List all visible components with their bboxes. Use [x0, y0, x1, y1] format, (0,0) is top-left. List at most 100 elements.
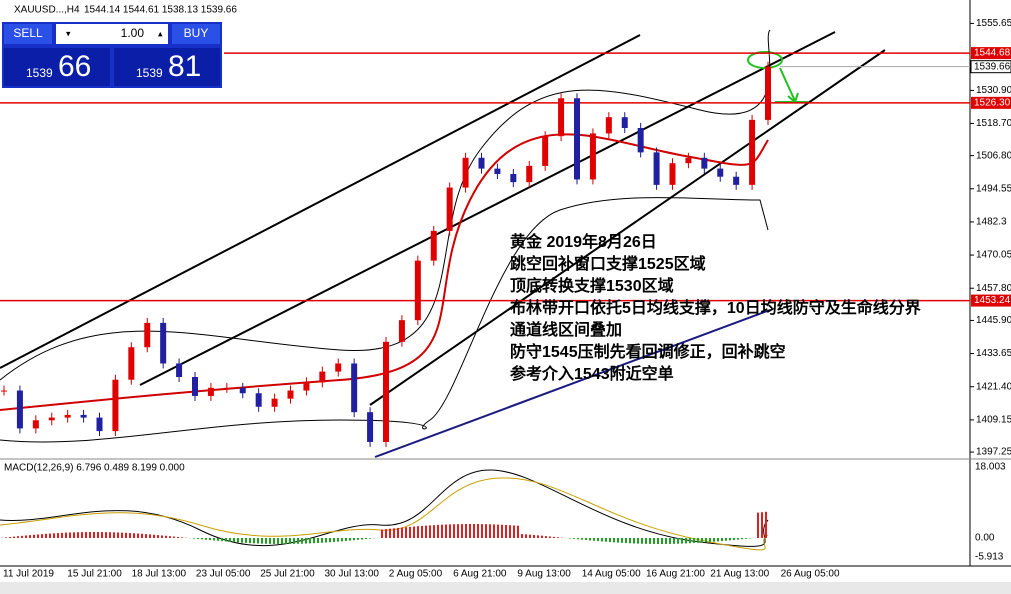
level-label: 1544.68 — [974, 48, 1011, 59]
annotation-line: 顶底转换支撑1530区域 — [510, 276, 674, 295]
candle — [239, 387, 246, 394]
candle — [749, 119, 756, 185]
candle — [176, 363, 183, 377]
sell-label: SELL — [13, 26, 43, 40]
y-tick-label: 1397.25 — [976, 447, 1011, 458]
y-tick-label: 1518.70 — [976, 118, 1011, 129]
x-tick-label: 11 Jul 2019 — [3, 569, 54, 580]
level-tag — [971, 294, 1011, 307]
channel-line — [369, 49, 886, 406]
candle — [733, 176, 740, 185]
buy-button[interactable] — [172, 24, 220, 44]
candle — [398, 320, 405, 342]
ma-red — [0, 133, 769, 411]
y-tick-label: 1470.05 — [976, 250, 1011, 261]
bb-upper — [0, 29, 771, 381]
buy-label: BUY — [184, 26, 209, 40]
x-tick-label: 23 Jul 05:00 — [196, 569, 251, 580]
macd-histogram — [1, 511, 767, 544]
candle — [271, 398, 278, 407]
lot-down: ▾ — [66, 28, 71, 38]
x-tick-label: 15 Jul 21:00 — [67, 569, 122, 580]
level-label: 1453.24 — [974, 295, 1011, 306]
y-tick-label: 1445.90 — [976, 315, 1011, 326]
ohlc: 1544.14 1544.61 1538.13 1539.66 — [84, 5, 237, 16]
candle — [510, 174, 517, 183]
x-tick-label: 2 Aug 05:00 — [389, 569, 443, 580]
bid-tag — [970, 60, 1011, 74]
candle — [446, 187, 453, 231]
x-tick-label: 16 Aug 21:00 — [646, 569, 705, 580]
candle — [383, 341, 389, 442]
candle — [605, 117, 612, 134]
level-tag — [971, 47, 1011, 60]
candle — [367, 412, 374, 442]
bb-lower — [0, 197, 769, 443]
candle — [64, 414, 71, 418]
annotation-line: 布林带开口依托5日均线支撑，10日均线防守及生命线分界 — [510, 298, 921, 317]
level-label: 1526.30 — [974, 97, 1011, 108]
candle — [303, 382, 310, 391]
symbol: XAUUSD...,H4 — [14, 5, 80, 16]
macd-tick: 0.00 — [975, 533, 995, 544]
x-tick-label: 18 Jul 13:00 — [132, 569, 187, 580]
candle — [255, 393, 262, 407]
candle — [192, 376, 198, 396]
buy-price-box[interactable] — [114, 48, 220, 86]
candle — [16, 390, 23, 429]
macd-tick: -5.913 — [975, 552, 1004, 563]
tab-bar — [0, 582, 1011, 594]
sell-button[interactable] — [4, 24, 52, 44]
candle — [351, 363, 358, 413]
candle — [287, 390, 294, 399]
level-tag — [971, 96, 1011, 109]
candle — [653, 152, 660, 185]
y-tick-label: 1506.80 — [976, 150, 1011, 161]
y-tick-label: 1482.3 — [976, 217, 1007, 228]
x-tick-label: 6 Aug 21:00 — [453, 569, 507, 580]
candle — [223, 387, 230, 389]
arrow — [779, 67, 796, 102]
candle — [430, 230, 437, 261]
candle — [1, 390, 7, 392]
candle — [717, 168, 724, 177]
candle — [765, 66, 771, 120]
annotation-line: 参考介入1543附近空单 — [510, 364, 674, 383]
candle — [669, 163, 676, 185]
sell-price-box[interactable] — [4, 48, 110, 86]
x-tick-label: 26 Aug 05:00 — [781, 569, 840, 580]
buy-price-tail: 81 — [168, 50, 201, 83]
y-tick-label: 1421.40 — [976, 381, 1011, 392]
signal-line — [0, 477, 769, 551]
candle — [96, 417, 103, 432]
candle — [558, 98, 565, 137]
x-tick-label: 30 Jul 13:00 — [325, 569, 380, 580]
annotation-line: 黄金 2019年8月26日 — [510, 232, 657, 251]
lot-input[interactable] — [56, 24, 168, 44]
candle — [526, 165, 533, 183]
y-tick-label: 1457.80 — [976, 283, 1011, 294]
sell-price-head: 1539 — [26, 66, 53, 80]
channel-line — [139, 31, 836, 386]
candle — [32, 420, 39, 429]
trend-lines — [0, 31, 886, 458]
candle — [48, 417, 55, 421]
candle — [542, 136, 549, 166]
y-tick-label: 1555.65 — [976, 18, 1011, 29]
lot-value: 1.00 — [121, 26, 145, 40]
y-tick-label: 1409.15 — [976, 415, 1011, 426]
bid-label: 1539.66 — [974, 61, 1011, 72]
x-tick-label: 14 Aug 05:00 — [582, 569, 641, 580]
y-tick-label: 1494.55 — [976, 183, 1011, 194]
candle — [128, 347, 135, 380]
macd-title: MACD(12,26,9) 6.796 0.489 8.199 0.000 — [4, 463, 185, 474]
candle — [160, 322, 167, 364]
candle — [685, 157, 692, 164]
bollinger — [0, 29, 771, 443]
candle — [335, 363, 342, 372]
candle — [621, 117, 628, 129]
candle — [80, 414, 87, 418]
